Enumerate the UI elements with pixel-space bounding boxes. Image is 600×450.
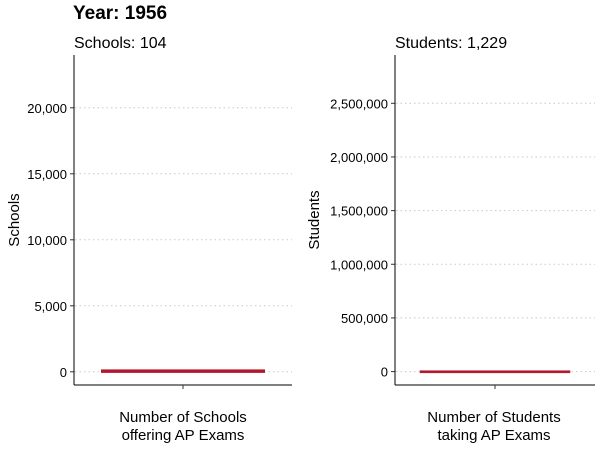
students-y-tick-label: 500,000 bbox=[341, 311, 388, 326]
students-y-tick-label: 2,500,000 bbox=[330, 96, 388, 111]
students-bar bbox=[419, 370, 571, 374]
schools-x-axis-label-line: Number of Schools bbox=[119, 409, 247, 426]
schools-y-tick-label: 15,000 bbox=[27, 167, 67, 182]
schools-y-tick-label: 5,000 bbox=[34, 299, 67, 314]
students-x-axis-label-line: Number of Students bbox=[427, 409, 560, 426]
students-y-tick-label: 1,000,000 bbox=[330, 257, 388, 272]
students-subtitle: Students: 1,229 bbox=[395, 35, 507, 52]
students-y-tick-label: 1,500,000 bbox=[330, 204, 388, 219]
schools-subtitle: Schools: 104 bbox=[74, 35, 167, 52]
students-y-tick-label: 2,000,000 bbox=[330, 150, 388, 165]
students-x-axis-label: Number of Students taking AP Exams bbox=[427, 409, 560, 444]
schools-y-axis-label: Schools bbox=[6, 193, 23, 246]
schools-x-axis-label-line: offering AP Exams bbox=[122, 427, 245, 444]
students-x-axis-label-line: taking AP Exams bbox=[437, 427, 550, 444]
schools-bar bbox=[101, 369, 265, 373]
schools-y-tick-label: 10,000 bbox=[27, 233, 67, 248]
chart-main-title: Year: 1956 bbox=[73, 3, 168, 24]
students-y-axis-label: Students bbox=[306, 190, 323, 249]
students-y-tick-label: 0 bbox=[381, 365, 388, 380]
schools-y-tick-label: 20,000 bbox=[27, 101, 67, 116]
schools-y-tick-label: 0 bbox=[60, 365, 67, 380]
schools-x-axis-label: Number of Schools offering AP Exams bbox=[119, 409, 247, 444]
